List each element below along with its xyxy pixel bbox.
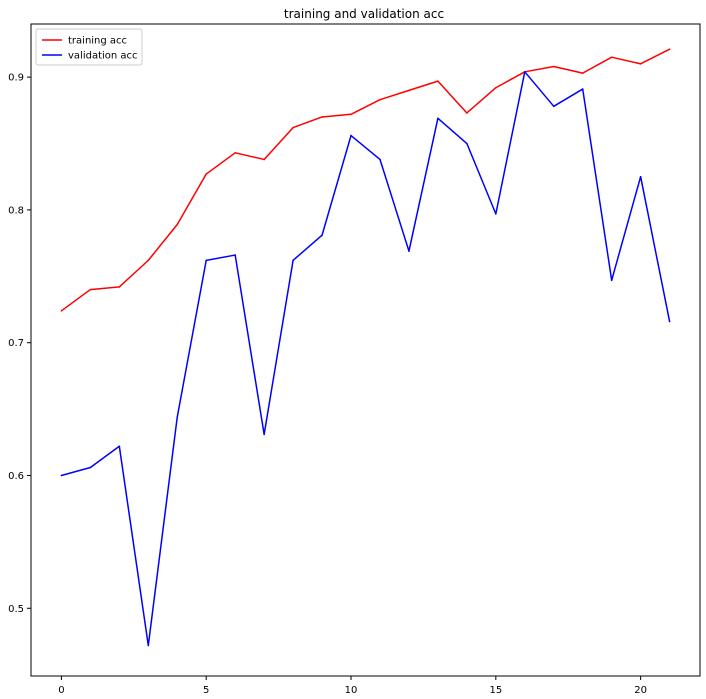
data-point-validation-acc <box>610 279 613 282</box>
data-point-training-acc <box>292 126 294 129</box>
y-tick-label: 0.6 <box>8 471 24 482</box>
data-point-training-acc <box>147 259 150 262</box>
data-point-validation-acc <box>495 213 497 215</box>
y-tick-label: 0.5 <box>8 604 24 615</box>
data-point-training-acc <box>60 310 63 312</box>
data-point-validation-acc <box>263 433 265 436</box>
data-point-validation-acc <box>437 117 439 120</box>
x-tick-label: 10 <box>345 685 358 696</box>
data-point-training-acc <box>118 286 121 288</box>
series-line-validation-acc <box>61 71 671 647</box>
legend-label: validation acc <box>68 51 138 62</box>
data-point-training-acc <box>350 113 352 116</box>
y-tick-label: 0.7 <box>8 338 24 349</box>
data-point-validation-acc <box>205 259 208 262</box>
x-tick-label: 20 <box>634 685 647 696</box>
data-point-training-acc <box>466 112 468 114</box>
data-point-validation-acc <box>408 250 410 252</box>
data-point-training-acc <box>437 80 439 82</box>
data-point-validation-acc <box>60 474 63 477</box>
data-point-training-acc <box>610 56 613 58</box>
data-point-validation-acc <box>176 416 179 418</box>
data-point-validation-acc <box>379 158 381 161</box>
chart-title: training and validation acc <box>284 7 444 21</box>
data-point-training-acc <box>552 65 555 68</box>
data-point-validation-acc <box>89 466 92 469</box>
data-point-training-acc <box>234 152 236 154</box>
data-point-validation-acc <box>118 445 121 448</box>
data-point-validation-acc <box>292 259 294 262</box>
legend: training acc validation acc <box>35 28 143 66</box>
data-point-training-acc <box>668 48 671 51</box>
legend-label: training acc <box>68 36 127 47</box>
data-point-training-acc <box>321 116 323 118</box>
data-point-training-acc <box>89 288 92 291</box>
x-tick-label: 5 <box>203 685 209 696</box>
data-point-validation-acc <box>466 142 468 145</box>
x-tick-label: 15 <box>489 685 502 696</box>
data-point-training-acc <box>581 72 584 74</box>
x-tick-label: 0 <box>58 685 64 696</box>
data-point-training-acc <box>176 223 179 226</box>
data-point-validation-acc <box>147 644 150 647</box>
data-point-training-acc <box>205 173 208 175</box>
data-point-validation-acc <box>552 105 555 108</box>
data-point-validation-acc <box>234 254 236 256</box>
data-point-training-acc <box>495 86 497 89</box>
y-tick-label: 0.8 <box>8 205 24 216</box>
data-point-training-acc <box>379 98 381 101</box>
data-point-validation-acc <box>639 175 642 178</box>
data-point-validation-acc <box>523 71 526 73</box>
legend-box <box>35 28 143 66</box>
data-point-training-acc <box>639 63 642 65</box>
data-point-training-acc <box>263 158 265 161</box>
data-point-validation-acc <box>350 134 352 137</box>
series-line-training-acc <box>60 48 670 312</box>
y-tick-label: 0.9 <box>8 73 24 84</box>
plot-frame <box>30 23 701 677</box>
data-point-validation-acc <box>668 320 671 323</box>
data-point-training-acc <box>408 89 410 92</box>
data-point-validation-acc <box>321 234 323 236</box>
data-point-validation-acc <box>581 88 584 90</box>
